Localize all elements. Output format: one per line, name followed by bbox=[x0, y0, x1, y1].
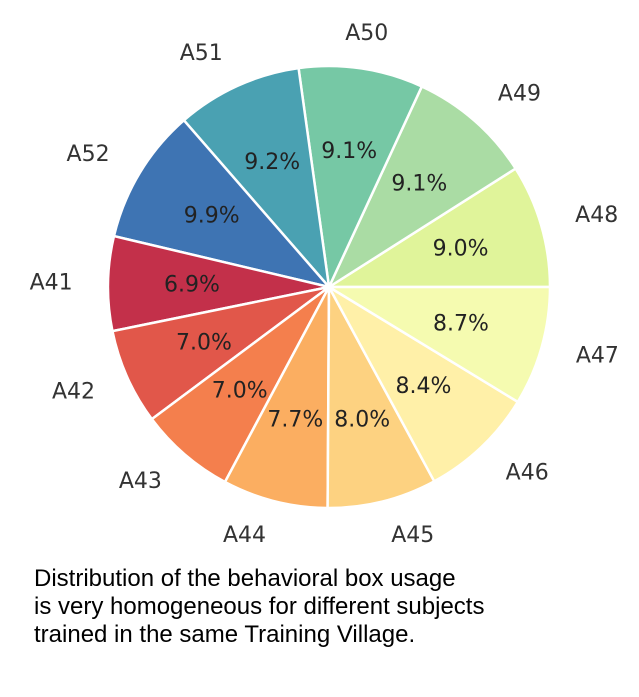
pie-slice-a48 bbox=[327, 167, 552, 289]
percentage-label-a46: 8.4% bbox=[395, 374, 451, 399]
percentage-label-a42: 7.0% bbox=[176, 330, 232, 355]
percentage-label-a48: 9.0% bbox=[433, 236, 489, 261]
pie-slice-a45 bbox=[326, 285, 436, 510]
percentage-label-a41: 6.9% bbox=[164, 272, 220, 297]
percentage-label-a50: 9.1% bbox=[321, 139, 377, 164]
percentage-labels: 9.0% 9.1% 9.1% 9.2% 9.9% 6.9% 7.0% 7.0% 7.7% 8.0%… bbox=[164, 139, 489, 432]
category-label-a51: A51 bbox=[180, 41, 223, 66]
pie-slice-a49 bbox=[327, 85, 517, 289]
category-labels: A48 A49 A50 A51 A52 A41 A42 A43 A44 A45 A46 A47 bbox=[30, 21, 619, 548]
category-label-a43: A43 bbox=[119, 469, 162, 494]
percentage-label-a52: 9.9% bbox=[184, 204, 240, 229]
pie-slice-a46 bbox=[327, 285, 520, 483]
percentage-label-a45: 8.0% bbox=[334, 407, 390, 432]
percentage-label-a51: 9.2% bbox=[244, 150, 300, 175]
category-label-a41: A41 bbox=[30, 270, 73, 295]
pie-slice-a52 bbox=[112, 119, 331, 289]
pie-slice-a51 bbox=[182, 66, 331, 289]
figure-caption: Distribution of the behavioral box usage… bbox=[34, 565, 604, 649]
category-label-a45: A45 bbox=[391, 523, 434, 548]
category-label-a47: A47 bbox=[576, 344, 619, 369]
pie-slice-a50 bbox=[297, 64, 424, 289]
category-label-a52: A52 bbox=[67, 142, 110, 167]
caption-line-1: Distribution of the behavioral box usage bbox=[34, 565, 456, 592]
category-label-a42: A42 bbox=[52, 379, 95, 404]
pie-slices bbox=[106, 64, 552, 510]
caption-line-3: trained in the same Training Village. bbox=[34, 621, 416, 648]
pie-chart: A48 A49 A50 A51 A52 A41 A42 A43 A44 A45 A46 A47 9.0… bbox=[30, 21, 619, 548]
category-label-a44: A44 bbox=[223, 523, 266, 548]
percentage-label-a43: 7.0% bbox=[212, 378, 268, 403]
percentage-label-a47: 8.7% bbox=[433, 311, 489, 336]
category-label-a48: A48 bbox=[575, 203, 618, 228]
category-label-a49: A49 bbox=[498, 82, 541, 107]
percentage-label-a49: 9.1% bbox=[391, 171, 447, 196]
category-label-a50: A50 bbox=[345, 21, 388, 46]
category-label-a46: A46 bbox=[506, 460, 549, 485]
pie-slice-a44 bbox=[223, 285, 331, 510]
caption-line-2: is very homogeneous for different subjec… bbox=[34, 593, 485, 620]
pie-slice-a47 bbox=[327, 285, 552, 404]
percentage-label-a44: 7.7% bbox=[267, 407, 323, 432]
